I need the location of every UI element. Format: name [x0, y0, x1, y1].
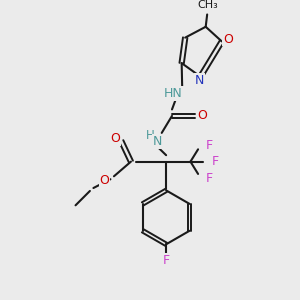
Text: O: O [110, 132, 120, 145]
Text: H: H [146, 129, 154, 142]
Text: F: F [163, 254, 170, 267]
Text: F: F [212, 155, 219, 168]
Text: O: O [223, 33, 233, 46]
Text: F: F [206, 172, 213, 184]
Text: O: O [197, 110, 207, 122]
Text: N: N [153, 135, 162, 148]
Text: O: O [100, 175, 110, 188]
Text: HN: HN [164, 87, 183, 100]
Text: N: N [195, 74, 205, 87]
Text: CH₃: CH₃ [197, 0, 218, 10]
Text: F: F [206, 139, 213, 152]
